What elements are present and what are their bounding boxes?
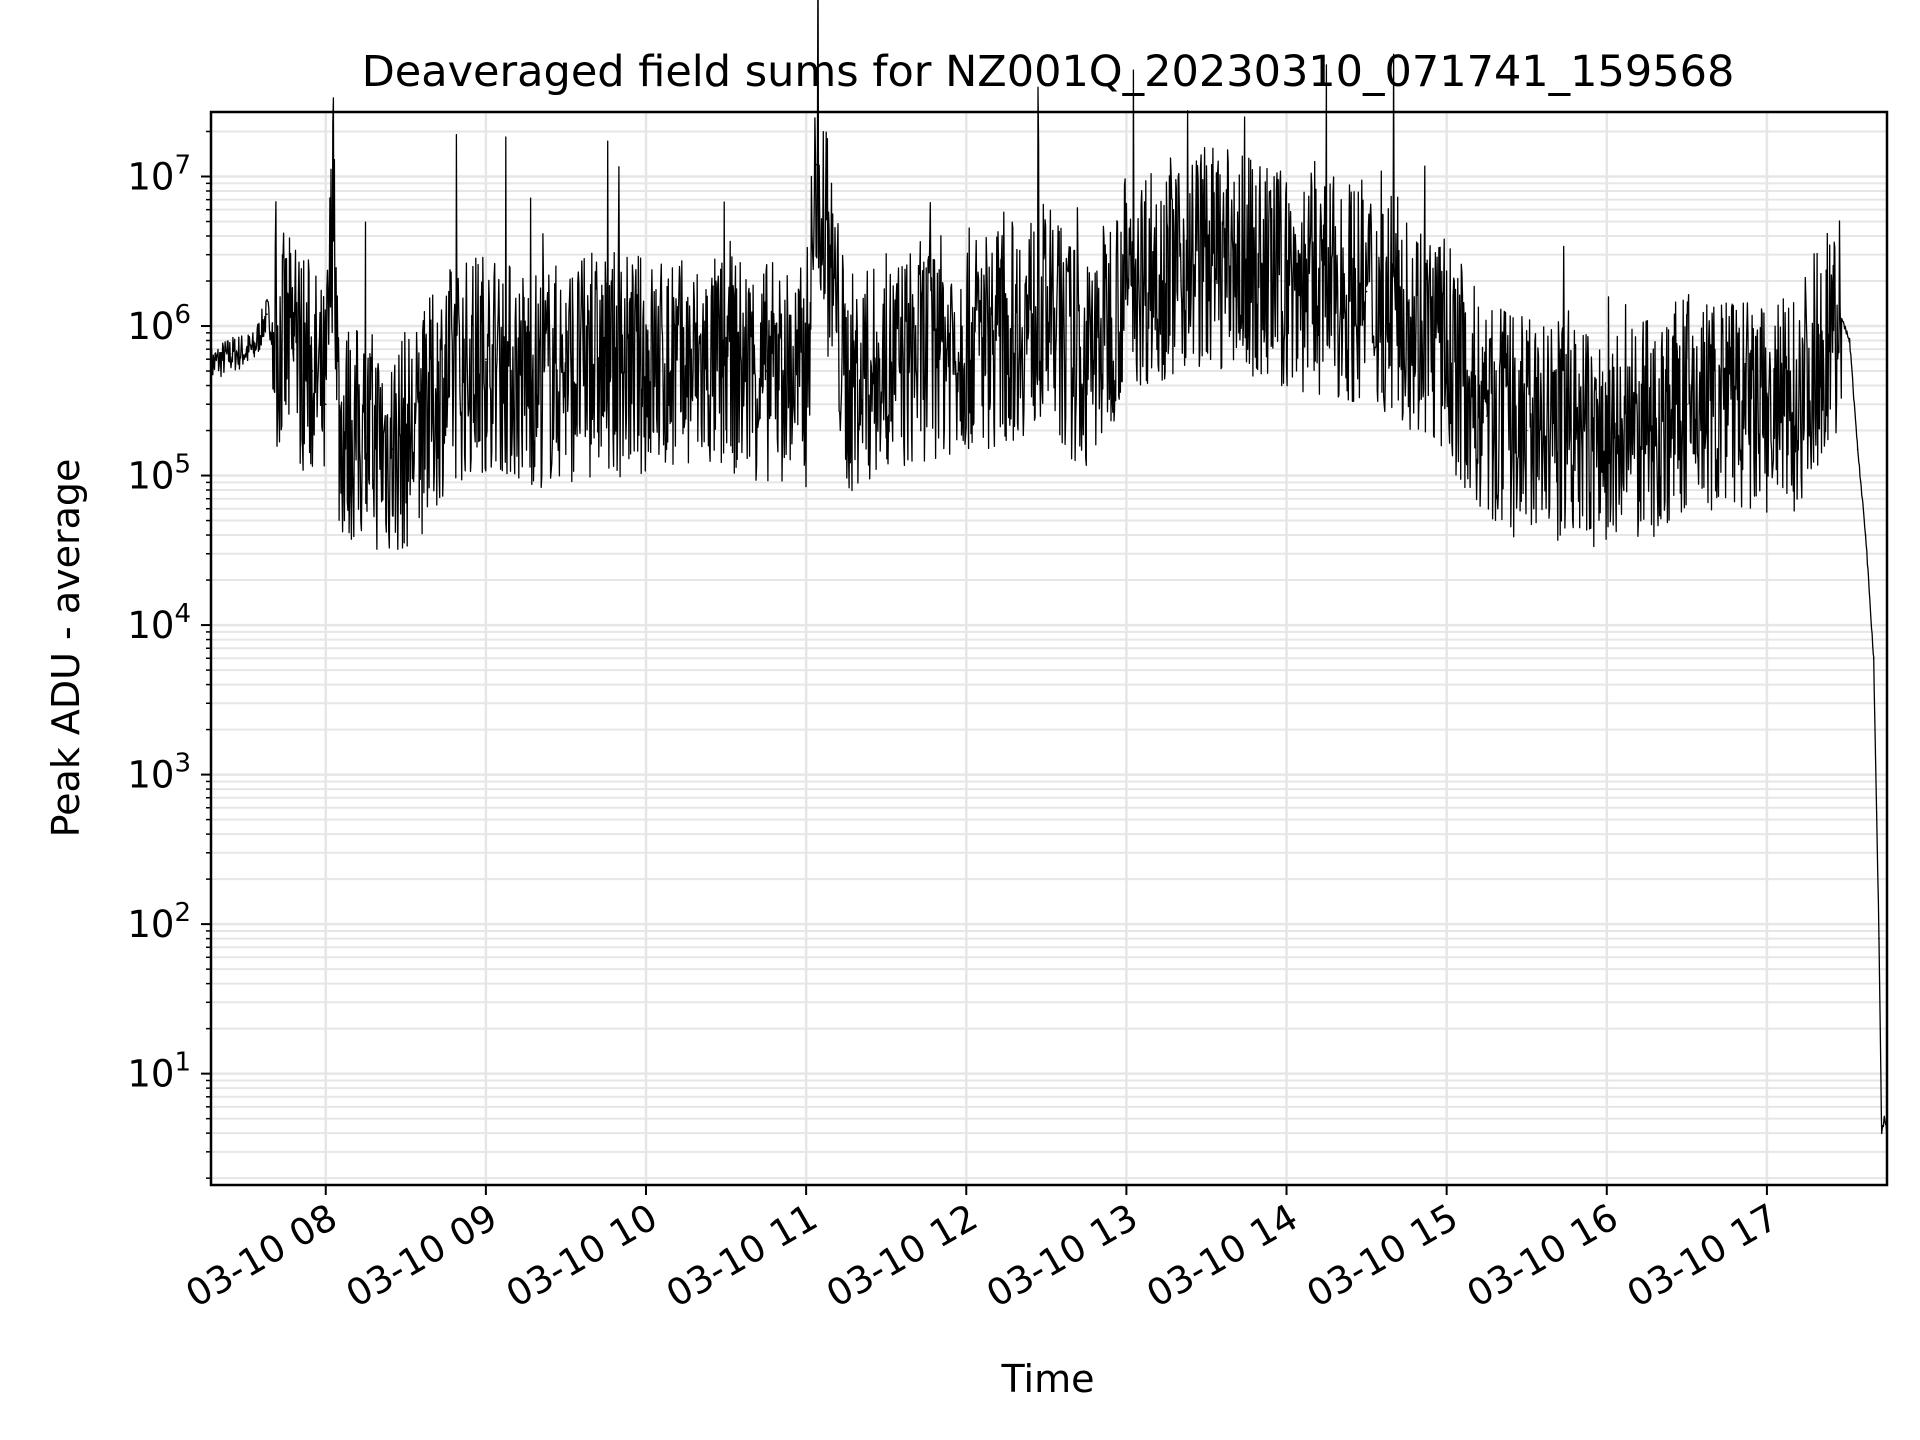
y-tick-label: 103: [127, 749, 191, 797]
x-tick-label: 03-10 10: [499, 1196, 665, 1316]
data-point: [266, 313, 268, 316]
data-point: [292, 348, 295, 351]
data-point: [485, 358, 487, 361]
x-tick-label: 03-10 17: [1620, 1196, 1786, 1316]
data-point: [1840, 319, 1843, 321]
data-point: [1005, 332, 1008, 334]
x-tick-label: 03-10 09: [339, 1196, 505, 1316]
data-point: [1045, 313, 1048, 316]
data-point: [1445, 348, 1448, 351]
x-axis-label: Time: [1001, 1357, 1095, 1401]
data-point: [1125, 280, 1128, 282]
data-point: [885, 370, 887, 372]
x-tick-label: 03-10 12: [819, 1196, 985, 1316]
data-point: [338, 429, 340, 432]
data-point: [1848, 339, 1851, 342]
y-tick-label: 106: [127, 300, 191, 348]
y-axis: 101 102 103 104 105 106 107: [127, 130, 211, 1179]
x-tick-label: 03-10 16: [1460, 1196, 1626, 1316]
data-point: [418, 429, 421, 432]
data-point: [1485, 415, 1488, 417]
data-point: [1864, 534, 1867, 536]
data-point: [925, 348, 927, 351]
data-point: [1819, 348, 1822, 351]
data-point: [845, 384, 847, 387]
y-tick-label: 105: [127, 450, 191, 498]
data-point: [1880, 1132, 1883, 1134]
x-tick-label: 03-10 13: [979, 1196, 1145, 1316]
data-point: [1525, 429, 1528, 432]
data-point: [965, 339, 968, 342]
data-point: [805, 377, 807, 379]
data-point: [1165, 265, 1168, 268]
data-point: [276, 339, 279, 342]
data-point: [605, 364, 607, 366]
data-point: [685, 370, 687, 372]
data-point: [1405, 313, 1408, 316]
x-tick-label: 03-10 14: [1139, 1196, 1305, 1316]
data-point: [1205, 253, 1208, 256]
data-point: [1878, 937, 1880, 940]
data-point: [1606, 448, 1608, 451]
data-point: [311, 370, 314, 372]
data-point: [1565, 429, 1568, 432]
data-point: [816, 163, 818, 166]
data-point: [365, 436, 367, 439]
data-point: [525, 377, 527, 379]
data-point: [645, 364, 647, 366]
series-layer: [210, 0, 1888, 1135]
data-point: [1726, 403, 1728, 406]
data-point: [1325, 287, 1328, 289]
data-point: [1085, 370, 1088, 372]
data-point: [325, 403, 327, 406]
data-point: [1686, 403, 1688, 406]
data-point: [1856, 448, 1859, 451]
data-point: [1766, 415, 1768, 417]
data-point: [1285, 280, 1288, 282]
y-tick-label: 101: [127, 1048, 191, 1096]
data-point: [252, 348, 255, 351]
x-tick-label: 03-10 08: [179, 1196, 345, 1316]
grid: [211, 112, 1887, 1185]
data-point: [231, 353, 234, 355]
data-point: [725, 364, 727, 366]
x-tick-label: 03-10 11: [659, 1196, 825, 1316]
data-point: [391, 448, 394, 451]
y-axis-label: Peak ADU - average: [44, 459, 88, 838]
y-tick-label: 102: [127, 898, 191, 946]
y-tick-label: 104: [127, 599, 191, 647]
data-point: [445, 377, 447, 379]
data-point: [1245, 265, 1248, 268]
data-point: [1872, 657, 1875, 659]
data-point: [1365, 290, 1368, 293]
data-point: [1792, 403, 1795, 406]
data-point: [1832, 325, 1835, 327]
y-tick-label: 107: [127, 150, 191, 198]
chart-title: Deaveraged field sums for NZ001Q_2023031…: [362, 47, 1735, 97]
data-point: [1883, 1117, 1886, 1120]
x-tick-label: 03-10 15: [1300, 1196, 1466, 1316]
data-point: [1646, 429, 1648, 432]
data-point: [765, 370, 767, 372]
data-point: [565, 370, 567, 372]
series-line: [210, 0, 1888, 1135]
data-point: [333, 175, 335, 178]
